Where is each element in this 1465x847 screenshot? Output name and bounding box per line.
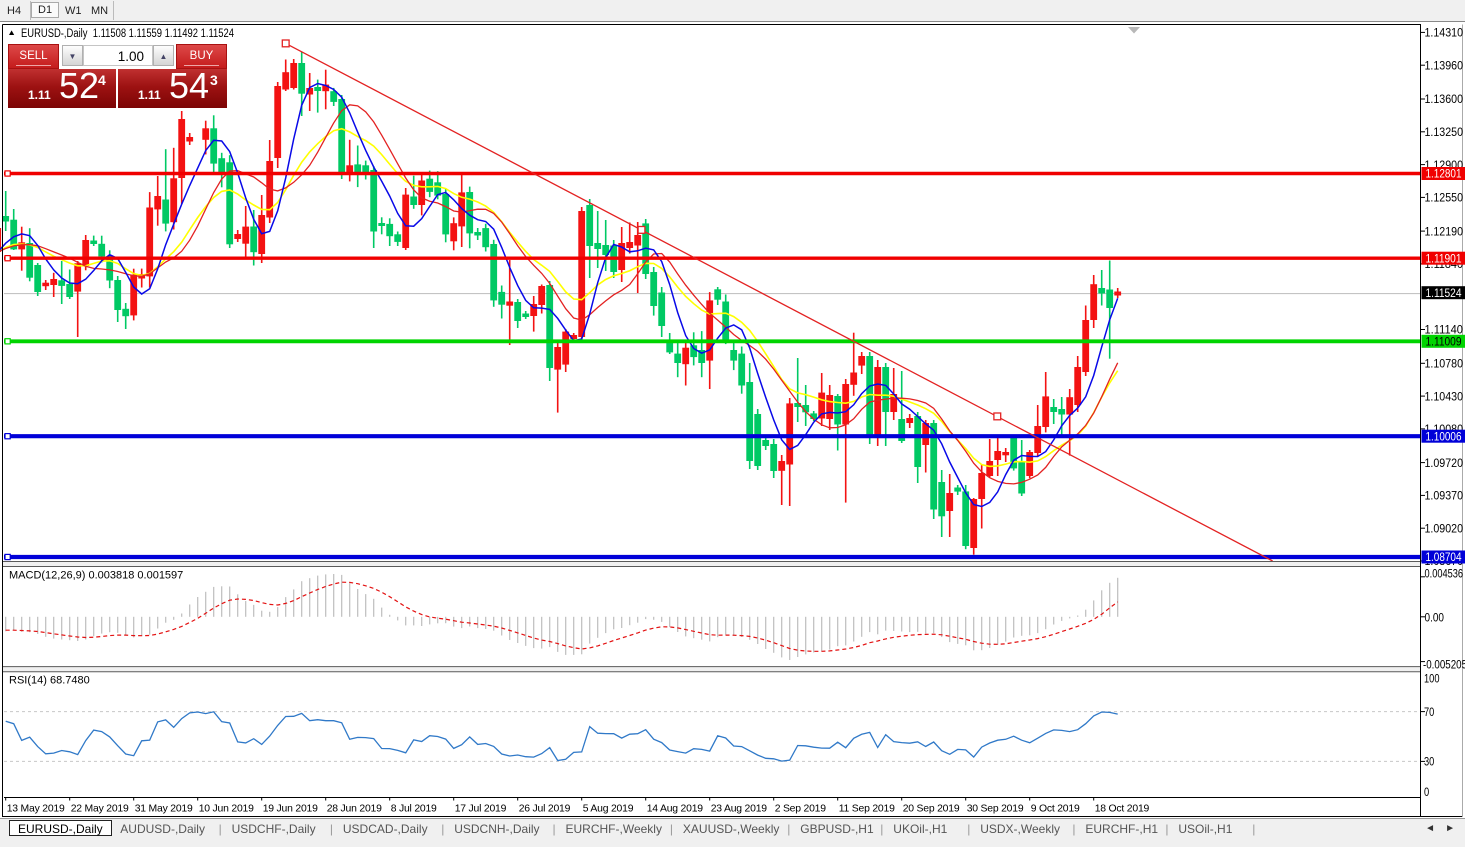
- svg-text:1.13600: 1.13600: [1425, 92, 1464, 106]
- svg-text:1.11524: 1.11524: [1426, 286, 1462, 300]
- svg-text:18 Oct 2019: 18 Oct 2019: [1095, 804, 1150, 815]
- svg-text:1.14310: 1.14310: [1425, 26, 1464, 40]
- svg-text:1.12190: 1.12190: [1425, 224, 1464, 238]
- svg-text:11 Sep 2019: 11 Sep 2019: [839, 804, 895, 815]
- svg-text:1.08704: 1.08704: [1426, 550, 1462, 564]
- svg-text:MACD(12,26,9) 0.003818 0.00159: MACD(12,26,9) 0.003818 0.001597: [9, 570, 183, 582]
- svg-text:19 Jun 2019: 19 Jun 2019: [263, 804, 318, 815]
- svg-text:8 Jul 2019: 8 Jul 2019: [391, 804, 437, 815]
- svg-text:14 Aug 2019: 14 Aug 2019: [647, 804, 704, 815]
- svg-text:23 Aug 2019: 23 Aug 2019: [711, 804, 768, 815]
- svg-text:5 Aug 2019: 5 Aug 2019: [583, 804, 634, 815]
- svg-text:1.10430: 1.10430: [1425, 389, 1464, 403]
- svg-text:1.12550: 1.12550: [1425, 191, 1464, 205]
- svg-text:17 Jul 2019: 17 Jul 2019: [455, 804, 507, 815]
- svg-text:1.11901: 1.11901: [1426, 251, 1462, 265]
- svg-text:1.13960: 1.13960: [1425, 58, 1464, 72]
- svg-text:-0.005205: -0.005205: [1423, 658, 1465, 672]
- svg-text:1.11009: 1.11009: [1426, 335, 1462, 349]
- svg-text:30: 30: [1424, 755, 1435, 769]
- svg-text:28 Jun 2019: 28 Jun 2019: [327, 804, 382, 815]
- svg-text:1.11140: 1.11140: [1425, 323, 1464, 337]
- svg-text:100: 100: [1424, 672, 1440, 686]
- svg-text:30 Sep 2019: 30 Sep 2019: [967, 804, 1024, 815]
- svg-text:1.09020: 1.09020: [1425, 521, 1464, 535]
- svg-text:10 Jun 2019: 10 Jun 2019: [199, 804, 254, 815]
- svg-text:26 Jul 2019: 26 Jul 2019: [519, 804, 571, 815]
- svg-text:1.10780: 1.10780: [1425, 357, 1464, 371]
- svg-text:1.12801: 1.12801: [1426, 167, 1462, 181]
- svg-text:0.004536: 0.004536: [1425, 567, 1464, 581]
- svg-text:1.09370: 1.09370: [1425, 489, 1464, 503]
- svg-text:13 May 2019: 13 May 2019: [7, 804, 65, 815]
- svg-text:70: 70: [1424, 705, 1435, 719]
- svg-text:31 May 2019: 31 May 2019: [135, 804, 193, 815]
- svg-text:EURUSD-,Daily 1.11508 1.11559: EURUSD-,Daily 1.11508 1.11559 1.11492 1.…: [21, 28, 234, 40]
- svg-text:9 Oct 2019: 9 Oct 2019: [1031, 804, 1080, 815]
- svg-text:0.00: 0.00: [1425, 611, 1445, 625]
- svg-text:22 May 2019: 22 May 2019: [71, 804, 129, 815]
- svg-text:1.09720: 1.09720: [1425, 456, 1464, 470]
- svg-text:RSI(14) 68.7480: RSI(14) 68.7480: [9, 675, 90, 687]
- svg-text:2 Sep 2019: 2 Sep 2019: [775, 804, 827, 815]
- svg-text:1.13250: 1.13250: [1425, 125, 1464, 139]
- svg-text:20 Sep 2019: 20 Sep 2019: [903, 804, 960, 815]
- svg-text:0: 0: [1424, 785, 1429, 799]
- svg-text:1.10006: 1.10006: [1426, 429, 1462, 443]
